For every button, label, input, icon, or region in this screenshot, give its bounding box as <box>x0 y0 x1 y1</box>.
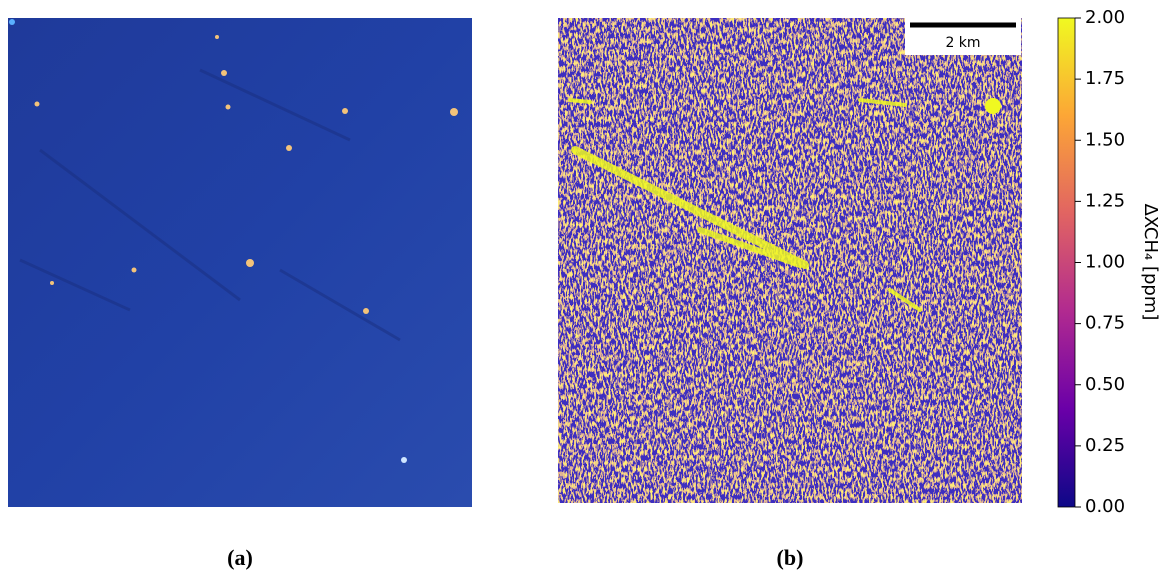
panel-label: (b) <box>777 545 804 570</box>
colorbar-tick-label: 2.00 <box>1085 7 1125 28</box>
colorbar <box>1057 17 1076 508</box>
panel-a-image <box>8 18 472 507</box>
colorbar-tick-label: 0.25 <box>1085 435 1125 456</box>
colorbar-ticks: 0.00 0.25 0.50 0.75 1.00 1.25 1.50 1.75 2.00 <box>1075 7 1125 517</box>
colorbar-tick-label: 0.50 <box>1085 374 1125 395</box>
colorbar-tick-label: 0.75 <box>1085 313 1125 334</box>
colorbar-label: ΔXCH₄ [ppm] <box>1140 204 1161 321</box>
colorbar-tick-label: 1.75 <box>1085 68 1125 89</box>
scale-bar-label: 2 km <box>945 35 980 51</box>
colorbar-tick-label: 0.00 <box>1085 496 1125 517</box>
colorbar-tick-label: 1.50 <box>1085 129 1125 150</box>
panel-b-image: 2 km <box>558 18 1022 503</box>
colorbar-tick-label: 1.25 <box>1085 190 1125 211</box>
panel-label: (a) <box>227 545 253 570</box>
colorbar-tick-label: 1.00 <box>1085 252 1125 273</box>
